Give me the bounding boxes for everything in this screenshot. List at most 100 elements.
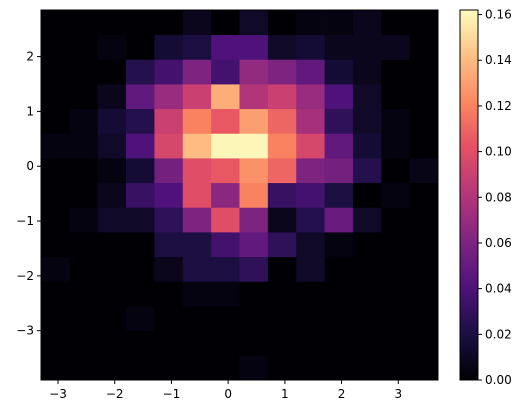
heatmap-cell <box>211 207 240 233</box>
heatmap-cell <box>41 330 70 356</box>
heatmap-cell <box>381 207 411 233</box>
heatmap-cell <box>126 10 155 36</box>
colorbar <box>459 9 479 381</box>
heatmap-cell <box>267 207 297 233</box>
heatmap-cell <box>381 34 411 60</box>
heatmap-cell <box>267 330 297 356</box>
heatmap-cell <box>154 330 184 356</box>
heatmap-cell <box>324 232 354 258</box>
heatmap-cell <box>381 232 411 258</box>
heatmap-cell <box>182 158 212 184</box>
heatmap-cell <box>41 158 70 184</box>
heatmap-cell <box>381 330 411 356</box>
heatmap-cell <box>182 256 212 282</box>
heatmap-cell <box>352 34 382 60</box>
heatmap-cell <box>381 133 411 159</box>
heatmap-cell <box>97 84 127 110</box>
heatmap-cell <box>182 10 212 36</box>
heatmap-cell <box>211 108 240 134</box>
heatmap-cell <box>352 182 382 208</box>
heatmap-cell <box>69 232 99 258</box>
heatmap-cell <box>324 306 354 332</box>
colorbar-tick-label: 0.04 <box>485 282 512 296</box>
plot-frame <box>40 9 439 381</box>
heatmap-cell <box>267 232 297 258</box>
heatmap-cell <box>409 256 439 282</box>
heatmap-cell <box>154 108 184 134</box>
heatmap-cell <box>352 281 382 307</box>
heatmap-cell <box>409 207 439 233</box>
heatmap-cell <box>296 108 325 134</box>
heatmap-cell <box>97 182 127 208</box>
heatmap-cell <box>296 256 325 282</box>
heatmap-cell <box>41 256 70 282</box>
heatmap-cell <box>97 10 127 36</box>
heatmap-cell <box>381 84 411 110</box>
heatmap-cell <box>381 256 411 282</box>
heatmap-cell <box>239 232 269 258</box>
colorbar-tick-label: 0.14 <box>485 53 512 67</box>
heatmap-cell <box>126 84 155 110</box>
y-axis: −3 −2 −1 0 1 2 <box>16 50 41 338</box>
heatmap-cell <box>267 281 297 307</box>
heatmap-cell <box>126 355 155 381</box>
heatmap-cell <box>126 133 155 159</box>
heatmap-cell <box>296 355 325 381</box>
heatmap-cell <box>267 355 297 381</box>
heatmap-cell <box>409 355 439 381</box>
heatmap-cell <box>324 207 354 233</box>
heatmap-cell <box>126 330 155 356</box>
heatmap-cell <box>352 330 382 356</box>
heatmap-cell <box>211 355 240 381</box>
heatmap-cell <box>41 232 70 258</box>
heatmap-cell <box>324 281 354 307</box>
x-tick-label: 2 <box>338 387 346 401</box>
heatmap-cell <box>154 182 184 208</box>
heatmap-cell <box>381 10 411 36</box>
heatmap-cell <box>296 232 325 258</box>
heatmap-cell <box>126 108 155 134</box>
heatmap-cell <box>69 133 99 159</box>
colorbar-tick-label: 0.02 <box>485 327 512 341</box>
heatmap-cell <box>69 10 99 36</box>
heatmap-cell <box>352 355 382 381</box>
heatmap-cell <box>239 10 269 36</box>
heatmap-cell <box>409 232 439 258</box>
heatmap-cell <box>97 256 127 282</box>
heatmap-cell <box>239 84 269 110</box>
heatmap-cell <box>324 330 354 356</box>
heatmap-cell <box>41 34 70 60</box>
heatmap-cell <box>239 355 269 381</box>
heatmap-cell <box>211 256 240 282</box>
heatmap-cell <box>126 207 155 233</box>
heatmap-cell <box>239 330 269 356</box>
heatmap-cell <box>211 10 240 36</box>
heatmap-cell <box>211 330 240 356</box>
heatmap-cell <box>211 182 240 208</box>
heatmap-cell <box>267 108 297 134</box>
heatmap-cell <box>324 84 354 110</box>
heatmap-cell <box>267 182 297 208</box>
heatmap-cell <box>154 34 184 60</box>
heatmap-cell <box>324 59 354 85</box>
heatmap-cell <box>126 232 155 258</box>
y-tick-label: −1 <box>16 214 34 228</box>
y-tick-label: −3 <box>16 324 34 338</box>
heatmap-cell <box>154 84 184 110</box>
heatmap-cell <box>352 306 382 332</box>
heatmap-cell <box>267 84 297 110</box>
heatmap-cell <box>296 158 325 184</box>
heatmap-cell <box>69 306 99 332</box>
heatmap-cell <box>352 108 382 134</box>
heatmap-cell <box>154 232 184 258</box>
heatmap-cell <box>211 232 240 258</box>
heatmap-cell <box>352 158 382 184</box>
heatmap-cell <box>182 108 212 134</box>
heatmap-cell <box>41 355 70 381</box>
heatmap-cell <box>239 306 269 332</box>
colorbar-tick-label: 0.06 <box>485 236 512 250</box>
heatmap-cell <box>409 330 439 356</box>
heatmap-cell <box>352 207 382 233</box>
x-tick-label: −3 <box>49 387 67 401</box>
heatmap-cell <box>154 59 184 85</box>
